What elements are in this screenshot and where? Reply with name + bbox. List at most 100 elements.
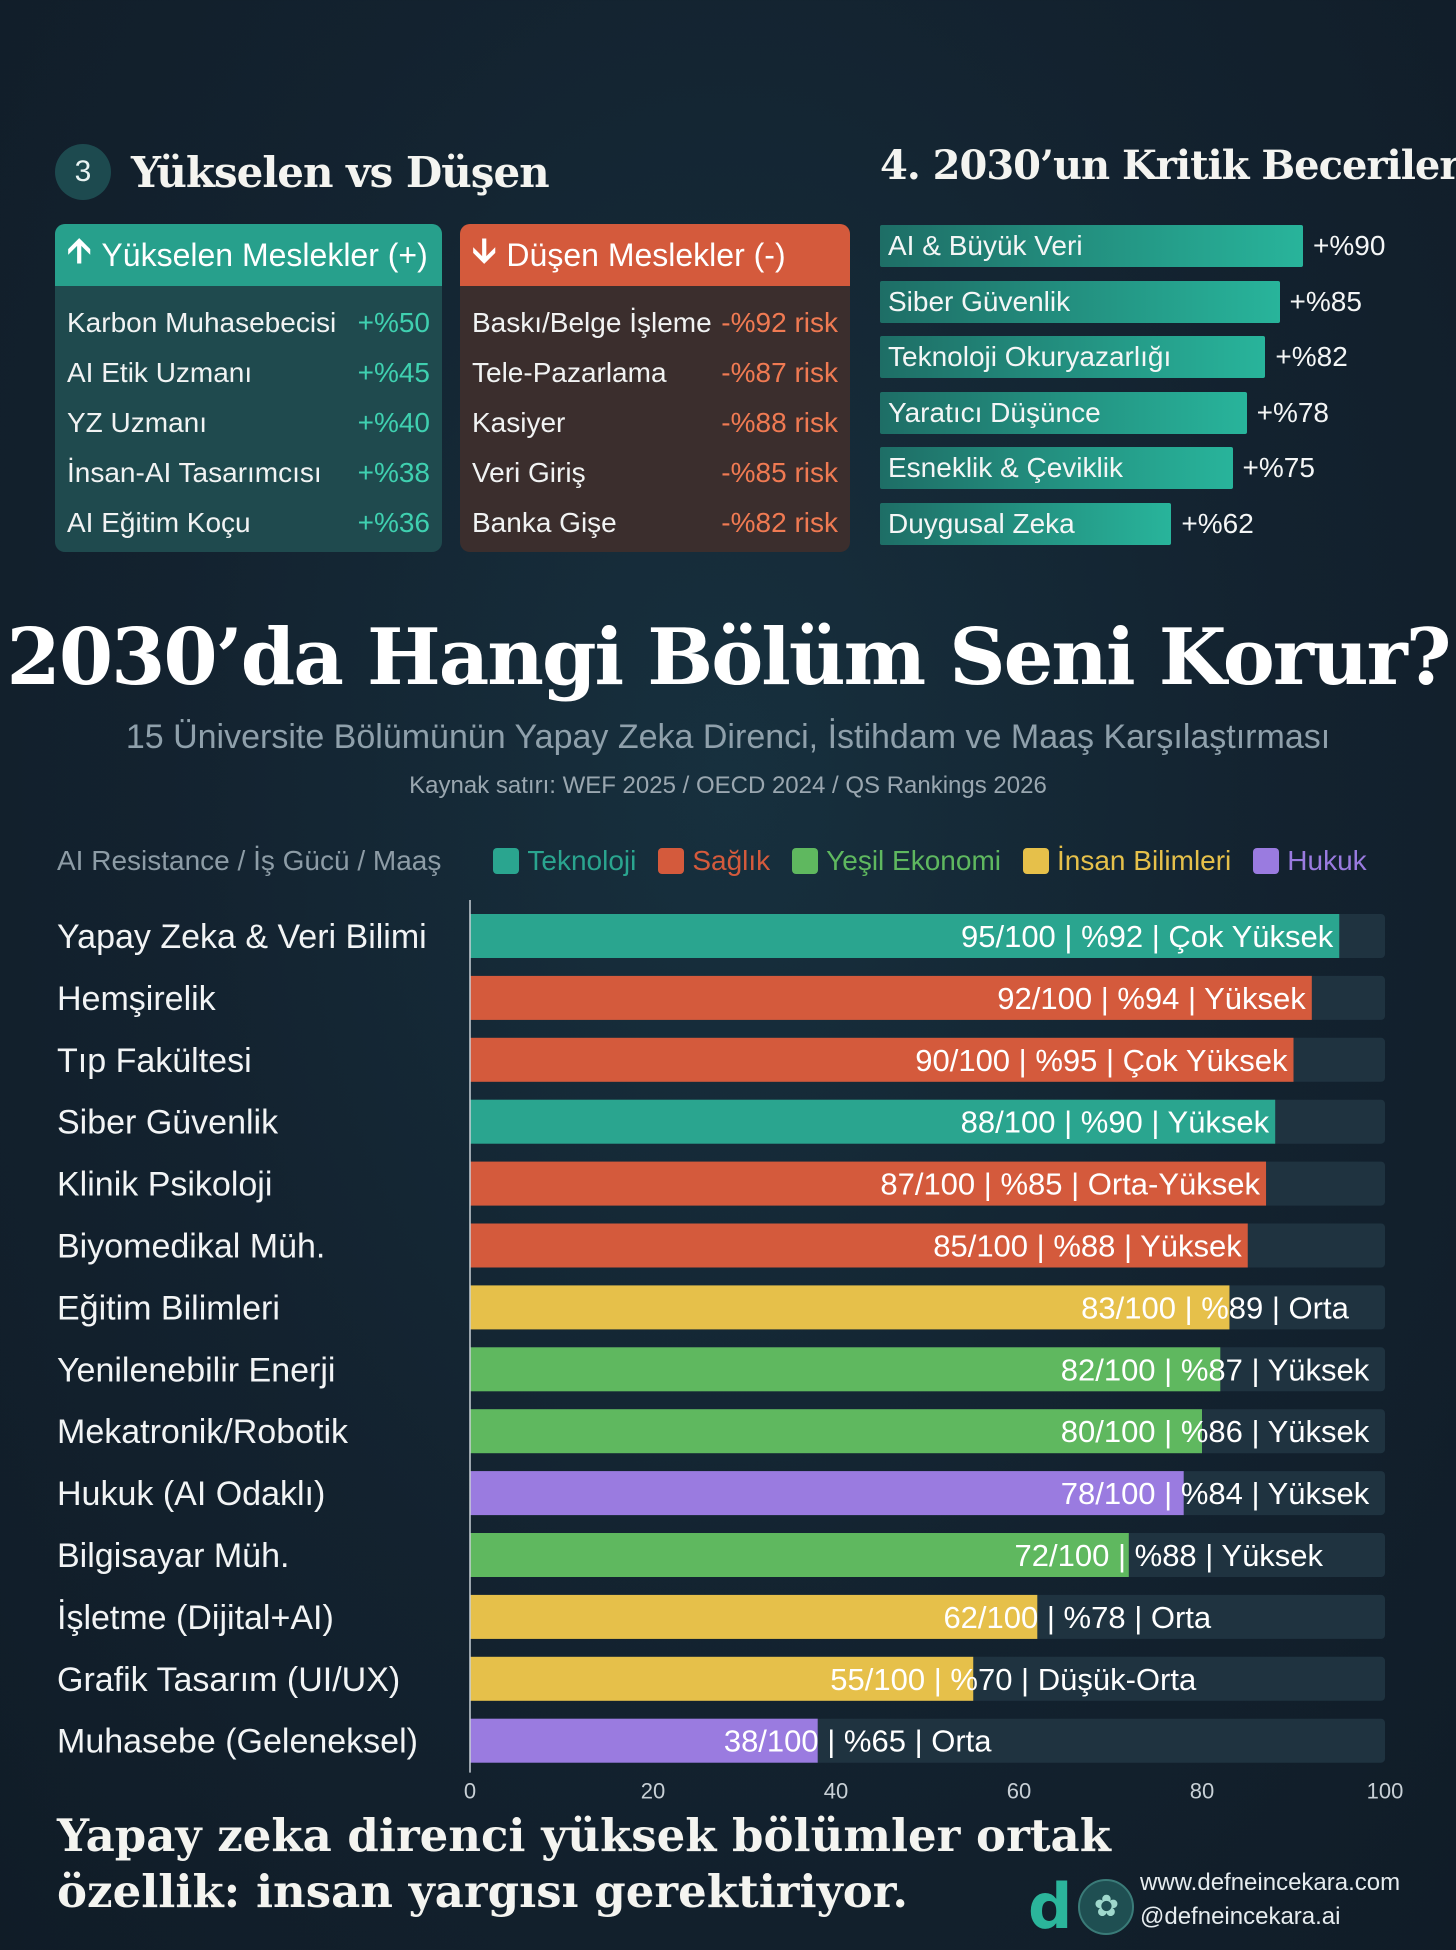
skill-row: Yaratıcı Düşünce +%78	[880, 391, 1420, 448]
job-name: Banka Gişe	[472, 507, 617, 538]
bar-data-label: 85/100 | %88 | Yüksek	[933, 1229, 1242, 1264]
legend-swatch	[1023, 848, 1049, 874]
category-label: Mekatronik/Robotik	[57, 1413, 349, 1451]
footer-line-1: Yapay zeka direnci yüksek bölümler ortak	[57, 1809, 1111, 1862]
bar-data-label: 55/100 | %70 | Düşük-Orta	[830, 1662, 1197, 1697]
job-change-value: +%50	[357, 307, 430, 338]
legend-label: Sağlık	[692, 845, 771, 876]
bar-data-label: 90/100 | %95 | Çok Yüksek	[915, 1043, 1288, 1078]
bar	[470, 914, 1340, 958]
category-label: Hemşirelik	[57, 980, 217, 1018]
x-tick-label: 40	[824, 1779, 848, 1800]
x-tick-label: 100	[1367, 1779, 1404, 1800]
bar-data-label: 92/100 | %94 | Yüksek	[997, 981, 1306, 1016]
job-name: AI Eğitim Koçu	[67, 507, 251, 538]
bar	[470, 1409, 1202, 1454]
skill-row: Siber Güvenlik +%85	[880, 280, 1420, 337]
job-change-value: -%85 risk	[721, 457, 838, 488]
legend-swatch	[1253, 848, 1280, 874]
rising-jobs-list: Karbon Muhasebecisi +%50 AI Etik Uzmanı +%4…	[55, 286, 442, 548]
bar	[470, 1285, 1230, 1330]
bar	[470, 975, 1312, 1020]
bar-data-label: 88/100 | %90 | Yüksek	[961, 1105, 1270, 1140]
bar	[470, 1718, 818, 1763]
arrow-down-icon: 🡫	[472, 231, 497, 270]
skill-bar	[880, 391, 1247, 434]
falling-job-row: Kasiyer -%88 risk	[460, 398, 850, 448]
skill-value: +%75	[1242, 452, 1315, 484]
falling-job-row: Banka Gişe -%82 risk	[460, 498, 850, 548]
arrow-up-icon: 🡩	[67, 231, 92, 270]
department-resistance-chart: Yapay Zeka & Veri Bilimi 95/100 | %92 | Ç…	[57, 900, 1404, 1800]
category-label: Muhasebe (Geleneksel)	[57, 1723, 418, 1761]
skill-row: Teknoloji Okuryazarlığı +%82	[880, 336, 1420, 392]
bar	[470, 1161, 1267, 1206]
job-change-value: +%45	[357, 357, 430, 388]
skill-name: Duygusal Zeka	[888, 507, 1075, 539]
logo-letter: d	[1028, 1870, 1073, 1943]
skill-bar	[880, 336, 1266, 379]
category-label: Hukuk (AI Odaklı)	[57, 1475, 325, 1513]
bar	[470, 1471, 1184, 1516]
bar	[470, 1594, 1038, 1639]
job-change-value: +%38	[357, 457, 430, 488]
legend-item-human: İnsan Bilimleri	[1023, 845, 1231, 877]
rising-job-row: YZ Uzmanı +%40	[55, 398, 442, 448]
footer-links: www.defneincekara.com @defneincekara.ai	[1140, 1866, 1400, 1934]
website-link[interactable]: www.defneincekara.com	[1140, 1869, 1401, 1896]
skill-name: Teknoloji Okuryazarlığı	[888, 341, 1172, 373]
bar-data-label: 62/100 | %78 | Orta	[943, 1600, 1211, 1635]
legend-swatch	[493, 848, 520, 874]
legend-lead-label: AI Resistance / İş Gücü / Maaş	[57, 845, 442, 876]
x-tick-label: 0	[464, 1779, 476, 1800]
rising-job-row: İnsan-AI Tasarımcısı +%38	[55, 448, 442, 498]
category-label: Klinik Psikoloji	[57, 1166, 272, 1204]
bar-data-label: 83/100 | %89 | Orta	[1081, 1290, 1349, 1325]
falling-jobs-list: Baskı/Belge İşleme -%92 risk Tele-Pazarlam…	[460, 286, 850, 548]
footer-conclusion: Yapay zeka direnci yüksek bölümler ortak…	[57, 1808, 1111, 1920]
rising-jobs-panel: 🡩 Yükselen Meslekler (+) Karbon Muhasebe…	[55, 224, 442, 552]
page-subtitle: 15 Üniversite Bölümünün Yapay Zeka Diren…	[125, 718, 1331, 756]
job-change-value: +%40	[357, 407, 430, 438]
skill-name: Yaratıcı Düşünce	[888, 396, 1101, 428]
job-change-value: -%88 risk	[721, 407, 838, 438]
rising-job-row: Karbon Muhasebecisi +%50	[55, 298, 442, 348]
legend-item-green: Yeşil Ekonomi	[792, 845, 1001, 877]
section3-header: 3 Yükselen vs Düşen	[55, 144, 550, 200]
job-name: Baskı/Belge İşleme	[472, 307, 712, 338]
source-line: Kaynak satırı: WEF 2025 / OECD 2024 / QS…	[409, 772, 1047, 799]
job-name: Tele-Pazarlama	[472, 357, 667, 388]
category-label: Tıp Fakültesi	[57, 1042, 252, 1080]
chart-legend: AI Resistance / İş Gücü / Maaş Teknoloji…	[57, 840, 1389, 882]
bar	[470, 1223, 1248, 1268]
job-change-value: -%87 risk	[721, 357, 838, 388]
job-name: İnsan-AI Tasarımcısı	[67, 457, 322, 488]
skill-row: Duygusal Zeka +%62	[880, 502, 1420, 559]
skill-value: +%90	[1313, 230, 1386, 261]
bar-data-label: 87/100 | %85 | Orta-Yüksek	[880, 1167, 1260, 1202]
category-label: Biyomedikal Müh.	[57, 1228, 325, 1266]
job-name: Karbon Muhasebecisi	[67, 307, 337, 338]
legend-item-health: Sağlık	[658, 845, 770, 877]
social-handle[interactable]: @defneincekara.ai	[1140, 1903, 1341, 1930]
skill-row: AI & Büyük Veri +%90	[880, 225, 1420, 281]
bar	[470, 1533, 1129, 1577]
skill-name: Esneklik & Çeviklik	[888, 452, 1123, 484]
falling-jobs-panel: 🡫 Düşen Meslekler (-) Baskı/Belge İşleme…	[460, 224, 850, 552]
legend-label: Teknoloji	[527, 845, 637, 876]
bar-data-label: 95/100 | %92 | Çok Yüksek	[961, 919, 1334, 954]
skill-value: +%78	[1256, 396, 1329, 428]
bar	[470, 1656, 974, 1701]
skill-bar	[880, 502, 1172, 545]
brand-logo: d ✿	[1028, 1870, 1135, 1943]
job-name: Kasiyer	[472, 407, 566, 438]
job-name: YZ Uzmanı	[67, 407, 208, 438]
leaf-emblem-icon: ✿	[1078, 1878, 1135, 1935]
rising-jobs-header: 🡩 Yükselen Meslekler (+)	[55, 224, 442, 286]
job-name: AI Etik Uzmanı	[67, 357, 253, 388]
skill-bar	[880, 280, 1280, 323]
x-tick-label: 60	[1007, 1779, 1031, 1800]
bar-data-label: 82/100 | %87 | Yüksek	[1061, 1352, 1370, 1387]
skill-value: +%82	[1275, 341, 1348, 373]
bar-data-label: 80/100 | %86 | Yüksek	[1061, 1414, 1370, 1449]
